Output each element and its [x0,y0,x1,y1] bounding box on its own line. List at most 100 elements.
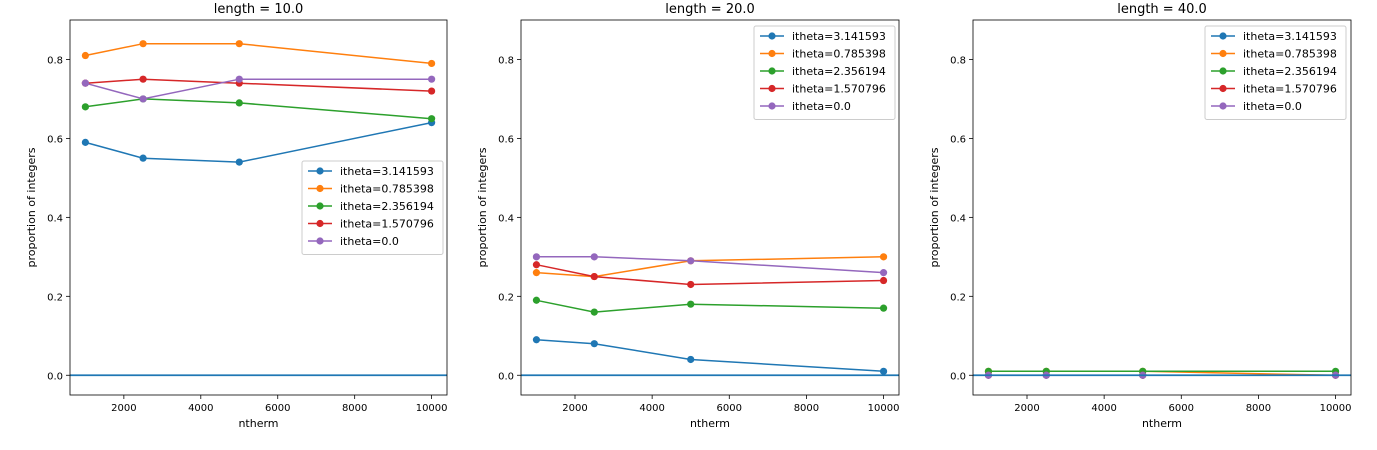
chart-panel-2: length = 20.0 2000 4000 6000 8000 10000 0.0 0.2… [476,2,899,430]
data-point [235,75,243,83]
legend-label: itheta=3.141593 [340,165,434,178]
y-axis-label: proportion of integers [476,147,489,267]
y-tick-label: 0.4 [950,213,966,224]
y-tick-label: 0.8 [47,55,63,66]
chart-panel-1: length = 10.0 2000 4000 6000 8000 10000 0.0 0.2… [25,2,448,430]
series-line [536,256,884,278]
legend-label: itheta=0.785398 [340,183,434,196]
x-axis-label: ntherm [690,417,730,430]
legend-marker [316,202,324,210]
data-point [139,154,147,162]
data-point [235,99,243,107]
data-point [590,308,598,316]
x-tick-label: 8000 [1246,403,1271,414]
y-axis-label: proportion of integers [25,147,38,267]
y-tick-label: 0.6 [950,134,966,145]
data-point [687,257,695,265]
data-point [81,103,89,111]
data-point [532,261,541,269]
data-point [81,51,89,60]
series-line [85,121,432,163]
legend-label: itheta=3.141593 [1243,30,1337,43]
y-tick-label: 0.8 [950,55,966,66]
legend-label: itheta=3.141593 [792,30,886,43]
data-point [532,296,541,304]
x-tick-label: 6000 [265,403,290,414]
legend-box [301,160,444,255]
data-point [590,253,598,261]
y-tick-label: 0.0 [47,371,63,382]
legend-box [753,25,896,120]
data-point [687,280,695,289]
legend-label: itheta=1.570796 [340,218,434,231]
legend-label: itheta=0.785398 [1243,48,1337,61]
data-point [81,79,89,87]
data-point [428,115,436,123]
legend-marker [1219,32,1227,40]
legend-label: itheta=0.0 [340,235,399,248]
data-point [139,75,147,83]
data-point [235,158,243,166]
legend-label: itheta=2.356194 [340,200,434,213]
legend-marker [1219,49,1227,58]
y-tick-label: 0.2 [498,292,514,303]
y-tick-label: 0.8 [498,55,514,66]
legend: itheta=3.141593 itheta=0.785398 itheta=2.3… [301,160,444,255]
series-line [536,299,884,313]
y-tick-label: 0.0 [498,371,514,382]
x-tick-label: 2000 [562,403,587,414]
chart-title: length = 20.0 [665,2,755,17]
data-point [687,355,695,364]
plot-frame [972,19,1352,396]
x-tick-label: 10000 [416,403,448,414]
plot-frame [520,19,900,396]
y-tick-label: 0.4 [47,213,63,224]
series-line [85,78,432,92]
x-tick-label: 10000 [1320,403,1352,414]
series-line [536,263,884,286]
chart-title: length = 40.0 [1117,2,1207,17]
legend-marker [768,102,776,110]
x-tick-label: 8000 [794,403,819,414]
data-point [532,269,541,277]
data-point [81,138,89,146]
legend-marker [316,167,324,175]
chart-panel-3: length = 40.0 2000 4000 6000 8000 10000 0.0 0.2… [928,2,1351,430]
plot-frame [69,19,448,396]
data-point [139,40,147,48]
legend-marker [1219,102,1227,110]
legend-marker [768,84,776,93]
data-point [532,336,541,344]
legend-marker [768,67,776,75]
legend-marker [316,219,324,228]
x-tick-label: 8000 [342,403,367,414]
data-point [879,276,888,285]
legend-label: itheta=0.0 [1243,100,1302,113]
x-tick-label: 10000 [868,403,900,414]
y-tick-label: 0.6 [47,134,63,145]
data-point [428,59,436,68]
x-tick-label: 4000 [188,403,213,414]
series-line [536,256,884,274]
data-point [879,269,888,277]
chart-title: length = 10.0 [214,2,304,17]
legend-marker [316,184,324,193]
legend-marker [1219,84,1227,93]
y-axis-label: proportion of integers [928,147,941,267]
legend-marker [316,237,324,245]
data-point [428,75,436,83]
data-point [532,253,541,261]
legend: itheta=3.141593 itheta=0.785398 itheta=2.3… [753,25,896,120]
y-tick-label: 0.2 [950,292,966,303]
data-point [235,40,243,48]
legend-marker [768,32,776,40]
legend-label: itheta=1.570796 [1243,83,1337,96]
legend-label: itheta=2.356194 [1243,65,1337,78]
legend-label: itheta=2.356194 [792,65,886,78]
data-point [590,340,598,348]
data-point [590,272,598,281]
y-tick-label: 0.6 [498,134,514,145]
x-tick-label: 2000 [1014,403,1039,414]
x-tick-label: 6000 [717,403,742,414]
